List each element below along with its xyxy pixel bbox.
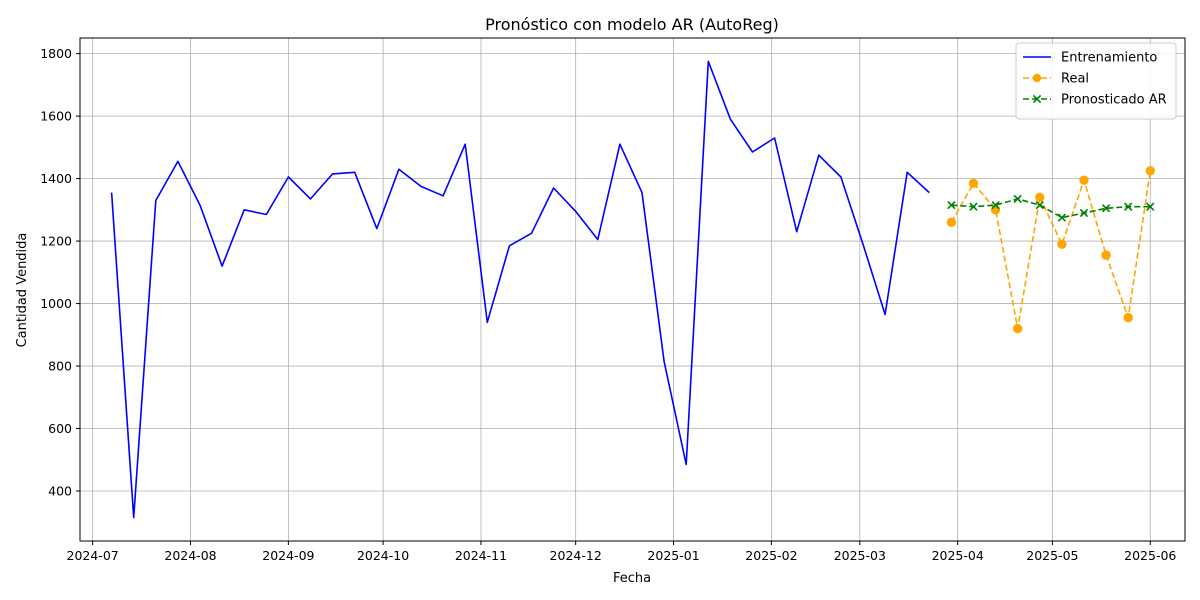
data-point	[1035, 192, 1045, 203]
x-tick-label: 2024-11	[455, 548, 507, 563]
y-tick-label: 1200	[40, 234, 72, 249]
data-point	[1035, 200, 1044, 210]
chart-title: Pronóstico con modelo AR (AutoReg)	[485, 15, 779, 34]
series-line-real	[950, 170, 1152, 330]
x-axis-title: Fecha	[613, 571, 651, 586]
y-tick-label: 600	[48, 421, 72, 436]
x-tick-label: 2025-01	[647, 548, 699, 563]
y-tick-label: 1400	[40, 171, 72, 186]
y-tick-label: 800	[48, 359, 72, 374]
x-tick-label: 2024-08	[164, 548, 216, 563]
series-line-entrenamiento	[110, 60, 930, 519]
legend-label: Pronosticado AR	[1061, 93, 1167, 108]
data-point	[1101, 250, 1111, 260]
data-point	[1146, 202, 1155, 211]
x-tick-label: 2025-03	[834, 548, 886, 563]
data-point	[1079, 208, 1089, 218]
data-point	[1123, 312, 1133, 323]
data-point	[1013, 194, 1022, 204]
data-point	[1057, 239, 1067, 249]
data-point	[991, 200, 1000, 210]
legend-marker	[1032, 94, 1042, 104]
data-point	[1079, 175, 1089, 185]
x-tick-label: 2024-09	[262, 548, 314, 563]
x-tick-label: 2024-07	[67, 548, 119, 563]
x-tick-label: 2024-12	[550, 548, 602, 563]
data-point	[1101, 204, 1111, 213]
x-tick-label: 2025-05	[1026, 548, 1078, 563]
data-point	[1057, 213, 1067, 222]
data-point	[1124, 202, 1133, 211]
data-point	[990, 205, 1001, 215]
x-tick-label: 2025-04	[932, 548, 984, 563]
x-tick-label: 2025-06	[1124, 548, 1176, 563]
y-tick-label: 1000	[40, 296, 72, 311]
series-line-pronosticado-ar	[951, 198, 1151, 219]
x-tick-label: 2025-02	[745, 548, 797, 563]
x-tick-label: 2024-10	[357, 548, 409, 563]
y-tick-label: 1800	[40, 46, 72, 61]
data-point	[947, 200, 956, 210]
data-point	[1012, 323, 1023, 334]
y-tick-label: 1600	[40, 109, 72, 124]
data-point	[969, 202, 978, 211]
y-axis-title: Cantidad Vendida	[15, 233, 30, 348]
data-point	[946, 217, 957, 228]
y-tick-label: 400	[48, 484, 72, 499]
plot-frame	[79, 37, 1186, 542]
legend-marker	[1032, 73, 1042, 83]
legend-label: Real	[1061, 72, 1089, 87]
legend-box	[1015, 42, 1177, 120]
data-point	[1145, 166, 1155, 176]
data-point	[968, 178, 979, 188]
legend-label: Entrenamiento	[1061, 51, 1157, 66]
